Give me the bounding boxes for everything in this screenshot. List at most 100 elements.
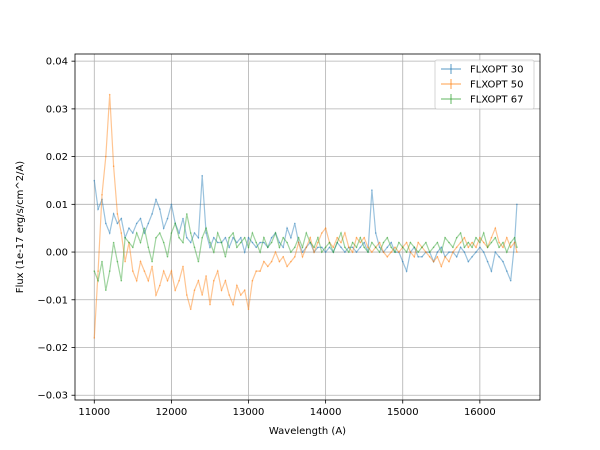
data-point [340,232,342,234]
data-point [374,246,377,249]
data-point [448,260,450,263]
data-point [479,246,481,249]
data-point [444,236,446,239]
data-point [413,255,416,258]
data-point [189,241,192,244]
data-point [116,260,119,263]
data-point [432,246,435,249]
data-point [151,260,153,263]
data-point [290,236,292,239]
data-point [471,246,473,249]
grid-lines [75,54,540,400]
x-tick-label: 12000 [155,407,187,418]
x-tick-label: 14000 [310,407,342,418]
data-point [116,222,119,225]
data-point [490,270,493,272]
data-point [255,241,257,244]
data-point [105,289,107,292]
data-point [332,251,335,253]
data-point [405,241,408,244]
data-point [101,260,103,263]
data-point [386,246,389,249]
data-point [278,246,281,249]
data-point [301,246,304,249]
data-point [475,251,477,253]
data-point [105,222,107,225]
data-point [139,217,142,220]
data-point [174,289,176,292]
data-point [486,246,489,249]
data-point [513,236,516,239]
data-point [108,232,111,234]
data-point [232,303,234,306]
data-point [278,241,281,244]
data-point [240,294,242,296]
data-point [417,255,420,258]
data-point [270,260,273,263]
y-tick-label: 0.00 [46,248,68,259]
data-point [471,255,473,258]
data-point [224,255,227,258]
data-point [209,246,211,249]
data-point [328,241,331,244]
data-point [243,251,246,253]
data-point [120,217,123,220]
data-point [236,284,238,287]
data-point [482,241,485,244]
data-point [378,246,381,249]
legend-label: FLXOPT 30 [470,65,523,76]
data-point [232,232,234,234]
data-point [201,174,203,177]
data-point [151,213,153,215]
data-point [228,294,230,296]
data-point [378,251,381,253]
data-point [170,270,173,272]
data-point [498,241,500,244]
data-point [371,241,373,244]
data-point [147,222,150,225]
data-point [317,236,319,239]
x-tick-label: 11000 [78,407,110,418]
data-point [363,241,366,244]
data-point [124,236,126,239]
data-point [93,179,96,182]
data-point [135,222,138,225]
data-point [205,227,207,229]
data-point [228,236,230,239]
data-point [421,255,423,258]
series-2 [93,93,518,339]
data-point [201,236,203,239]
data-point [209,303,211,306]
data-point [240,236,242,239]
data-point [321,232,323,234]
data-point [502,241,504,244]
data-point [448,251,450,253]
data-point [251,279,254,282]
data-point [359,246,362,249]
data-point [475,236,477,239]
data-point [324,251,327,253]
data-point [182,217,184,220]
data-point [405,251,408,253]
y-tick-label: 0.03 [46,104,68,115]
data-point [359,236,362,239]
data-point [120,279,123,282]
y-tick-label: −0.03 [37,391,68,402]
data-point [159,208,161,210]
data-point [313,251,315,253]
data-point [452,246,454,249]
data-point [170,203,173,206]
data-point [401,260,404,263]
data-point [455,255,458,258]
legend-label: FLXOPT 67 [470,95,523,106]
data-point [170,232,173,234]
data-point [143,232,146,234]
data-point [509,246,512,249]
data-point [197,236,200,239]
data-point [108,270,111,272]
data-point [213,251,215,253]
data-point [255,246,257,249]
data-point [216,232,219,234]
data-point [189,232,192,234]
data-point [355,251,358,253]
